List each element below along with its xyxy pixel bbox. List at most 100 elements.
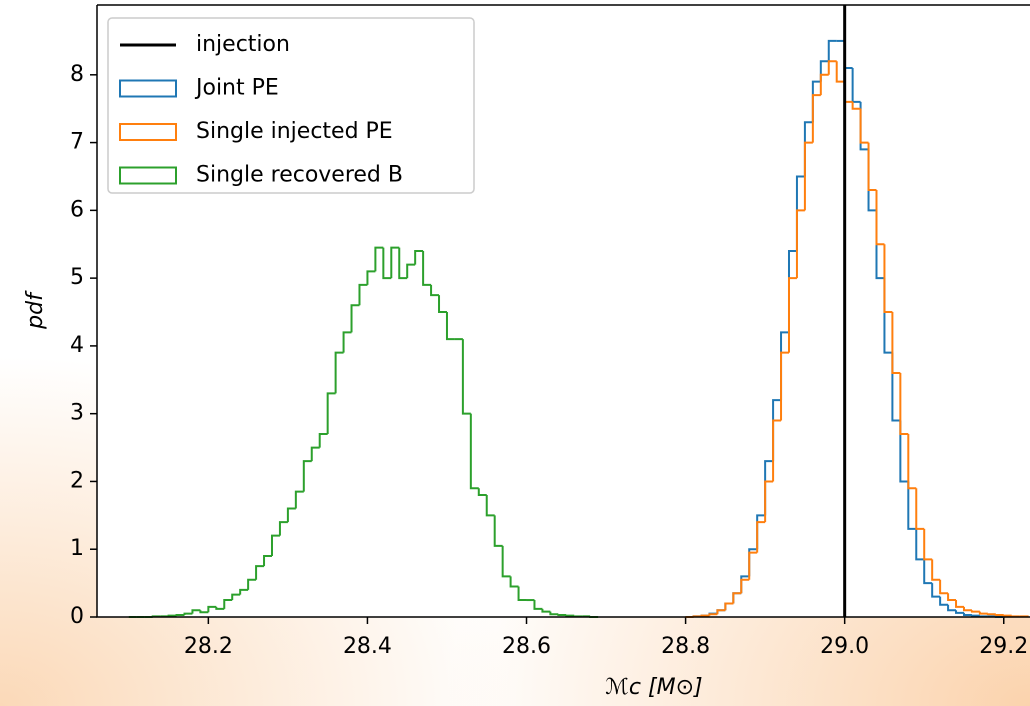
legend-label: Joint PE (194, 76, 279, 101)
legend-swatch (119, 79, 177, 98)
histogram-step (366, 270, 376, 285)
histogram-step (851, 101, 861, 110)
histogram-step (947, 604, 957, 612)
histogram-step (724, 602, 734, 611)
histogram-step (827, 39, 837, 62)
histogram-step (978, 611, 988, 615)
axes-frame (96, 4, 1030, 618)
histogram-step (334, 351, 344, 394)
histogram-step (732, 592, 742, 604)
histogram-step (994, 613, 1004, 616)
x-axis-label: ℳc [M⊙] (605, 675, 702, 700)
legend-label: Single injected PE (196, 119, 393, 144)
histogram-step (573, 615, 583, 618)
histogram-step (1010, 615, 1020, 618)
histogram-step (955, 600, 964, 608)
histogram-step (740, 578, 750, 594)
histogram-step (183, 612, 193, 615)
histogram-step (350, 304, 360, 333)
histogram-step (422, 251, 432, 286)
histogram-step (716, 609, 726, 615)
x-tick-label: 28.4 (343, 634, 392, 659)
histogram-step (891, 352, 901, 422)
legend-label: injection (196, 32, 290, 57)
histogram-step (899, 373, 909, 436)
histogram-step (923, 559, 933, 585)
histogram-step (175, 613, 185, 616)
histogram-step (891, 312, 901, 375)
histogram-step (939, 579, 949, 595)
x-tick-label: 29.2 (979, 634, 1028, 659)
histogram-step (342, 331, 352, 353)
histogram-step (962, 612, 972, 616)
y-tick-label: 6 (70, 197, 84, 222)
histogram-step (207, 605, 217, 613)
histogram-step (461, 339, 471, 415)
x-tick-label: 29.0 (820, 634, 869, 659)
histogram-step (215, 606, 225, 610)
histogram-step (819, 73, 829, 96)
histogram-step (469, 413, 479, 490)
histogram-step (286, 507, 296, 523)
histogram-step (438, 295, 447, 314)
y-tick-label: 2 (70, 468, 84, 493)
histogram-step (557, 613, 567, 616)
histogram-step (875, 190, 885, 246)
histogram-step (294, 490, 304, 509)
histogram-step (270, 534, 280, 557)
histogram-step (700, 614, 710, 617)
histogram-step (780, 351, 789, 421)
histogram-step (835, 61, 845, 83)
histogram-step (756, 521, 766, 553)
histogram-step (899, 420, 909, 483)
histogram-step (263, 555, 272, 567)
histogram-step (1002, 614, 1012, 617)
histogram-step (787, 277, 797, 353)
histogram-step (533, 600, 543, 610)
histogram-step (827, 60, 837, 75)
histogram-step (923, 528, 933, 561)
histogram-step (549, 611, 559, 616)
y-tick-label: 7 (70, 130, 84, 155)
histogram-step (374, 246, 384, 272)
histogram-step (859, 108, 869, 144)
histogram-step (191, 609, 201, 614)
histogram-step (764, 480, 774, 523)
histogram-step (382, 247, 392, 280)
histogram-step (962, 606, 972, 612)
histogram-step (931, 583, 941, 598)
histogram-step (239, 588, 249, 595)
legend-swatch (119, 123, 177, 141)
x-tick-label: 28.8 (661, 634, 710, 659)
histogram-step (390, 246, 400, 279)
histogram-step (803, 141, 813, 211)
histogram-step (795, 209, 805, 279)
histogram-step (430, 284, 440, 297)
histogram-step (231, 593, 241, 601)
legend-swatch (119, 166, 177, 185)
histogram-step (247, 578, 257, 590)
histogram-step (748, 551, 758, 580)
histogram-step (509, 576, 519, 588)
histogram-step (318, 433, 328, 448)
histogram-step (883, 244, 893, 314)
histogram-step (445, 312, 455, 341)
y-tick-label: 0 (70, 604, 84, 629)
histogram-step (772, 419, 782, 482)
y-tick-label: 3 (70, 401, 84, 426)
histogram-step (915, 488, 925, 530)
histogram-step (907, 434, 917, 490)
histogram-step (517, 586, 527, 602)
histogram-step (931, 559, 941, 581)
histogram-step (398, 247, 408, 280)
histogram-step (955, 610, 964, 614)
histogram-step (915, 528, 925, 561)
histogram-step (907, 481, 917, 530)
x-tick-label: 28.6 (502, 634, 551, 659)
histogram-step (167, 614, 177, 617)
histogram-step (310, 446, 320, 462)
y-tick-label: 5 (70, 265, 84, 290)
x-tick-label: 28.2 (184, 634, 233, 659)
histogram-step (414, 250, 424, 265)
